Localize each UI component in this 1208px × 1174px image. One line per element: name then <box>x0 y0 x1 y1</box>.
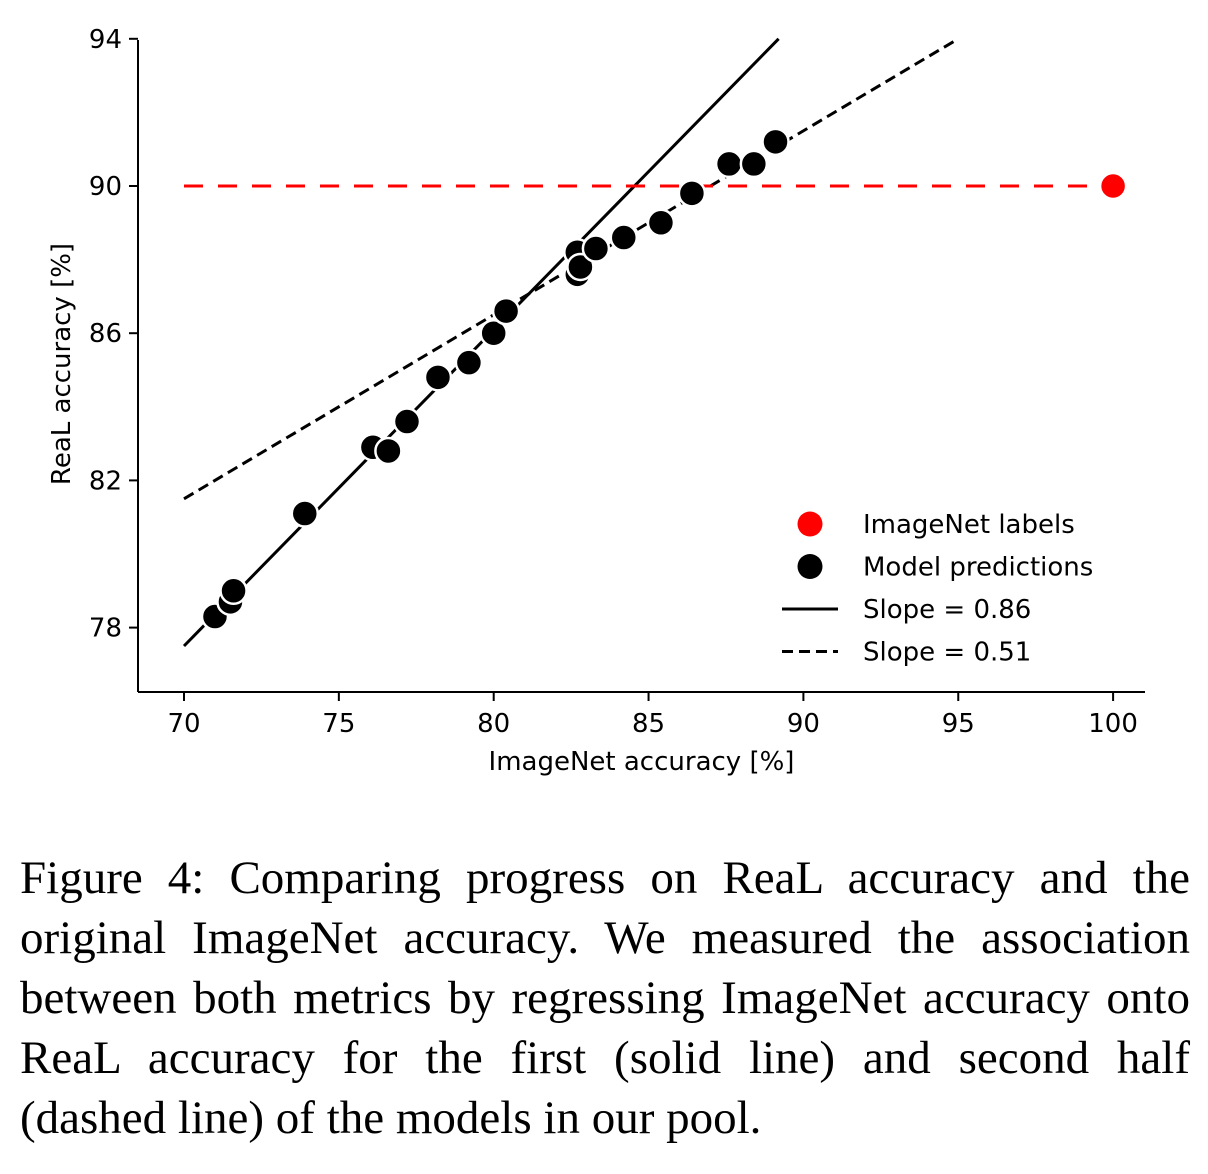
x-tick-label: 80 <box>477 709 510 739</box>
imagenet-label-point <box>1098 171 1128 201</box>
y-tick-label: 86 <box>89 319 122 349</box>
model-point <box>290 499 320 528</box>
model-point <box>761 127 790 157</box>
chart-figure: 70 75 80 85 90 95 100 78 82 86 90 94 ImageNet accura… <box>47 25 1145 777</box>
legend-label: Slope = 0.86 <box>863 595 1031 625</box>
x-axis-label: ImageNet accuracy [%] <box>489 747 795 777</box>
model-point <box>609 223 639 252</box>
model-point <box>392 407 422 436</box>
model-point <box>423 363 453 392</box>
model-point <box>374 436 403 466</box>
legend-label: Model predictions <box>863 553 1093 583</box>
model-point <box>479 318 508 348</box>
model-point <box>739 149 769 179</box>
figure-caption: Figure 4: Comparing progress on ReaL acc… <box>20 852 1190 1144</box>
model-point <box>491 296 521 326</box>
model-point <box>566 252 595 282</box>
legend-marker <box>797 554 823 579</box>
model-point <box>714 149 744 179</box>
model-point <box>581 234 611 263</box>
y-axis-label: ReaL accuracy [%] <box>47 243 77 485</box>
x-tick-label: 75 <box>322 709 355 739</box>
legend-label: Slope = 0.51 <box>863 638 1031 668</box>
y-tick-label: 82 <box>89 466 122 496</box>
model-point <box>454 348 484 377</box>
x-tick-label: 100 <box>1088 709 1138 739</box>
x-tick-label: 95 <box>942 709 975 739</box>
model-point <box>219 576 248 606</box>
model-point <box>646 208 676 238</box>
y-tick-label: 94 <box>89 25 122 55</box>
y-tick-label: 90 <box>89 172 122 202</box>
legend-marker <box>797 511 823 537</box>
x-tick-label: 70 <box>167 709 200 739</box>
chart-svg: 70 75 80 85 90 95 100 78 82 86 90 94 ImageNet accura… <box>47 25 1145 777</box>
x-tick-label: 90 <box>787 709 820 739</box>
model-point <box>677 179 707 208</box>
x-tick-label: 85 <box>632 709 665 739</box>
fit-line-solid <box>182 37 780 648</box>
y-tick-label: 78 <box>89 614 122 644</box>
legend-label: ImageNet labels <box>863 510 1075 540</box>
